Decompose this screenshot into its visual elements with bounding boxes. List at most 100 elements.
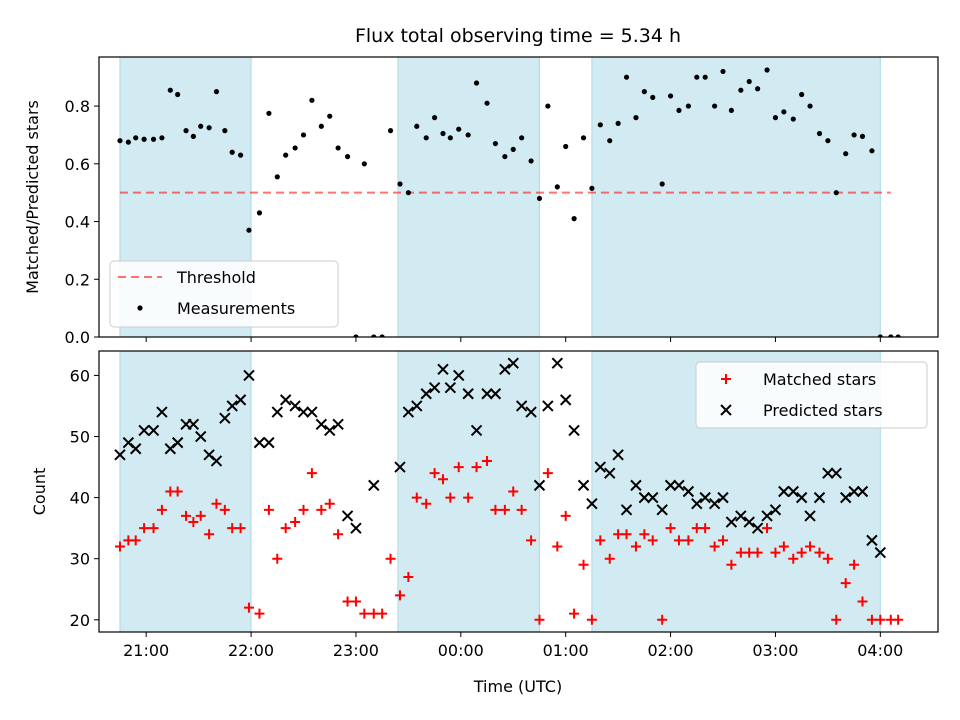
point-matched [683, 535, 694, 546]
point-measurement [825, 138, 831, 144]
point-measurement [728, 107, 734, 114]
x-tick-label: 04:00 [857, 641, 903, 660]
point-predicted [350, 522, 362, 534]
series-matched-stars [114, 455, 904, 625]
point-matched [403, 572, 414, 583]
point-matched [770, 547, 781, 558]
point-measurement [190, 133, 196, 139]
point-matched [114, 541, 125, 552]
point-predicted [402, 406, 415, 418]
point-measurement [895, 334, 901, 337]
x-tick-label: 01:00 [543, 641, 589, 660]
point-measurement [528, 158, 534, 164]
point-measurement [405, 190, 411, 196]
point-measurement [125, 139, 131, 145]
series-predicted-stars [114, 357, 887, 559]
axes-frame [98, 56, 939, 338]
point-measurement [772, 115, 779, 121]
point-matched [718, 535, 729, 546]
point-matched [130, 535, 141, 546]
y-tick-label: 40 [70, 489, 90, 508]
legend-predicted-label: Predicted stars [763, 401, 883, 420]
y-axis-label: Matched/Predicted stars [23, 100, 42, 294]
point-predicted [682, 485, 695, 498]
point-measurement [888, 334, 894, 337]
point-predicted [577, 479, 590, 492]
point-predicted [638, 491, 651, 504]
point-matched [219, 504, 230, 515]
point-matched [482, 455, 493, 466]
point-measurement [633, 115, 639, 121]
point-matched [368, 608, 379, 619]
point-predicted [171, 436, 184, 449]
point-predicted [341, 510, 354, 522]
point-measurement [274, 174, 280, 180]
point-measurement [432, 115, 438, 121]
point-predicted [874, 546, 887, 559]
point-matched [586, 614, 597, 625]
point-matched [306, 468, 317, 479]
point-measurement [712, 103, 718, 109]
legend-box [109, 260, 339, 328]
y-tick-label: 0.0 [65, 328, 90, 347]
shaded-span-0 [119, 351, 252, 632]
point-measurement [175, 91, 181, 98]
point-matched [673, 535, 684, 546]
point-predicted [804, 510, 816, 522]
point-predicted [271, 406, 283, 418]
point-measurement [206, 125, 212, 131]
point-matched [849, 559, 860, 570]
point-measurement [183, 128, 189, 134]
point-measurement [859, 133, 866, 139]
point-predicted [279, 394, 292, 406]
point-measurement [519, 135, 525, 141]
point-matched [437, 474, 448, 485]
point-matched [604, 553, 615, 564]
point-matched [700, 523, 711, 534]
point-measurement [816, 130, 823, 137]
point-matched [552, 541, 563, 552]
point-predicted [444, 381, 457, 394]
point-measurement [807, 103, 813, 109]
point-measurement [702, 74, 708, 80]
point-matched [272, 553, 283, 564]
point-predicted [647, 491, 659, 504]
point-predicted [332, 418, 344, 431]
point-measurement [571, 216, 577, 222]
point-predicted [129, 443, 142, 455]
point-predicted [243, 369, 255, 382]
point-predicted [795, 491, 808, 504]
point-matched [342, 596, 353, 607]
point-predicted [743, 516, 755, 528]
point-measurement [213, 89, 220, 95]
point-predicted [315, 418, 328, 431]
point-measurement [738, 87, 744, 93]
point-measurement [877, 334, 883, 337]
legend-measurements-label: Measurements [177, 299, 295, 318]
point-predicted [673, 479, 685, 492]
point-measurement [589, 185, 595, 191]
point-predicted [507, 357, 519, 369]
point-predicted [481, 388, 493, 400]
point-predicted [594, 461, 607, 473]
point-matched [290, 517, 301, 528]
point-matched [359, 608, 370, 619]
point-predicted [289, 400, 301, 412]
point-predicted [866, 534, 878, 547]
point-matched [333, 529, 344, 540]
point-measurement [781, 109, 787, 115]
point-matched [471, 462, 482, 473]
point-matched [744, 547, 755, 558]
point-measurement [283, 152, 289, 158]
point-measurement [843, 151, 849, 157]
point-predicted [437, 363, 449, 376]
point-measurement [720, 68, 726, 75]
point-matched [156, 504, 167, 515]
point-measurement [266, 110, 272, 116]
point-predicted [656, 504, 668, 516]
point-predicted [559, 394, 572, 406]
point-predicted [187, 418, 200, 431]
point-predicted [453, 369, 465, 382]
point-matched [752, 547, 763, 558]
point-predicted [515, 400, 528, 412]
